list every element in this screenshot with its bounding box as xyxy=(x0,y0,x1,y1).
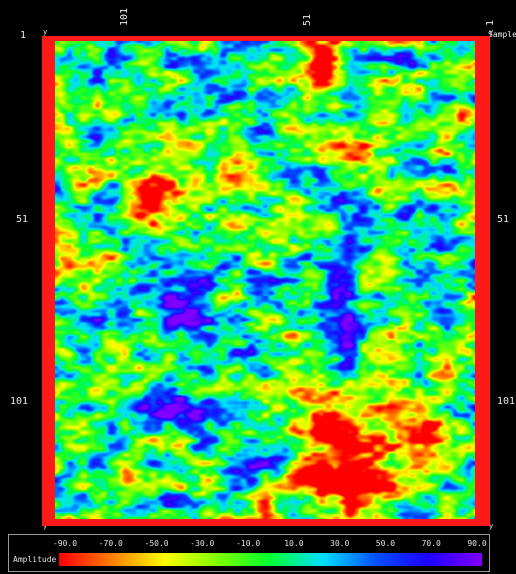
colorbar-tick-label: -90.0 xyxy=(52,539,78,548)
colorbar-title: Amplitude xyxy=(13,555,57,564)
corner-mark-top-right: y xyxy=(489,28,494,36)
left-axis-label-1: 1 xyxy=(20,30,27,41)
top-axis-label-51: 51 xyxy=(302,13,313,26)
amplitude-heatmap[interactable] xyxy=(55,41,475,519)
left-axis-label-101: 101 xyxy=(10,396,29,407)
corner-mark-top-left: y xyxy=(43,28,48,36)
colorbar-tick-label: -50.0 xyxy=(144,539,169,548)
top-axis-label-101: 101 xyxy=(119,7,130,26)
left-axis-label-51: 51 xyxy=(16,214,29,225)
corner-mark-bottom-left: y xyxy=(43,522,48,530)
right-axis-label-51: 51 xyxy=(497,214,510,225)
colorbar-tick-label: 50.0 xyxy=(375,539,396,548)
colorbar-panel: Amplitude -90.0 -70.0 -50.0 -30.0 -10.0 10.0 3… xyxy=(8,534,490,572)
colorbar-tick-label: -30.0 xyxy=(190,539,215,548)
colorbar-tick-label: 90.0 xyxy=(467,539,487,548)
colorbar-gradient xyxy=(59,553,482,566)
top-axis-label-1: 1 xyxy=(485,19,496,26)
corner-mark-bottom-right: y xyxy=(489,522,494,530)
right-axis-label-101: 101 xyxy=(497,396,516,407)
right-axis-label-sample: Sample xyxy=(488,30,516,39)
colorbar-tick-label: -70.0 xyxy=(98,539,123,548)
colorbar-tick-label: 70.0 xyxy=(421,539,441,548)
colorbar-tick-label: 10.0 xyxy=(284,539,304,548)
colorbar-tick-label: 30.0 xyxy=(330,539,350,548)
colorbar-tick-label: -10.0 xyxy=(236,539,261,548)
